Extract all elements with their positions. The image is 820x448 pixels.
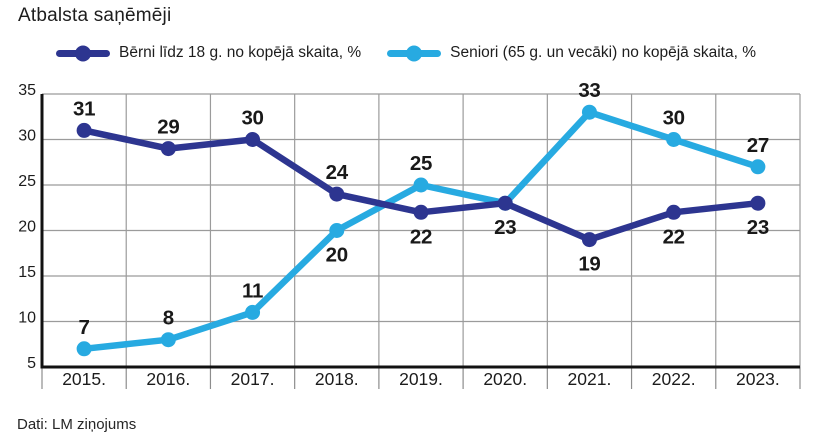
y-axis-label: 30 (18, 128, 36, 145)
value-label: 30 (241, 107, 263, 130)
data-point (413, 177, 429, 193)
data-point (750, 159, 766, 175)
x-axis-label: 2015. (62, 369, 106, 389)
legend-label-seniori: Seniori (65 g. un vecāki) no kopējā skai… (450, 44, 756, 61)
data-point (497, 195, 513, 211)
value-label: 22 (663, 225, 685, 248)
x-axis-label: 2022. (652, 369, 696, 389)
x-axis-label: 2018. (315, 369, 359, 389)
legend: Bērni līdz 18 g. no kopējā skaita, % Sen… (56, 44, 756, 62)
value-label: 23 (747, 216, 769, 239)
y-axis-label: 10 (18, 310, 36, 327)
data-point (750, 195, 766, 211)
data-point (666, 204, 682, 220)
legend-marker-icon (387, 45, 442, 61)
value-label: 7 (79, 316, 90, 339)
value-label: 22 (410, 225, 432, 248)
legend-item-berni: Bērni līdz 18 g. no kopējā skaita, % (56, 44, 361, 62)
data-point (581, 104, 597, 120)
value-label: 29 (157, 116, 179, 139)
data-point (245, 304, 261, 320)
value-label: 24 (326, 161, 349, 184)
x-axis-label: 2016. (146, 369, 190, 389)
data-point (413, 204, 429, 220)
y-axis-label: 15 (18, 264, 36, 281)
legend-label-berni: Bērni līdz 18 g. no kopējā skaita, % (119, 44, 362, 61)
page-title: Atbalsta saņēmēji (18, 5, 172, 26)
value-label: 8 (163, 307, 174, 330)
y-axis-label: 20 (18, 219, 36, 236)
legend-marker-icon (56, 45, 110, 61)
data-point (666, 132, 682, 147)
data-point (160, 332, 176, 348)
value-label: 25 (410, 152, 432, 175)
data-point (76, 122, 92, 138)
y-axis-label: 5 (27, 355, 36, 372)
value-label: 19 (578, 253, 600, 276)
x-axis-label: 2019. (399, 369, 443, 389)
y-axis-label: 35 (18, 82, 36, 99)
data-point (329, 186, 345, 202)
x-axis-label: 2021. (568, 369, 612, 389)
data-point (160, 141, 176, 157)
data-point (76, 341, 92, 357)
value-label: 11 (242, 279, 263, 302)
value-label: 33 (578, 80, 600, 102)
value-label: 23 (494, 216, 516, 239)
value-label: 20 (326, 244, 348, 267)
data-point (581, 232, 597, 248)
legend-item-seniori: Seniori (65 g. un vecāki) no kopējā skai… (387, 44, 756, 62)
data-point (245, 132, 261, 147)
value-label: 30 (663, 107, 685, 130)
value-label: 31 (73, 97, 95, 120)
value-label: 27 (747, 134, 769, 157)
chart-area: 7 8 11 20 25 33 30 27 31 29 30 24 22 23 19 22 23 5 10 15 20 2… (0, 79, 820, 415)
data-point (329, 223, 345, 238)
x-axis-label: 2020. (483, 369, 527, 389)
source-note: Dati: LM ziņojums (17, 416, 137, 433)
x-axis-label: 2017. (231, 369, 275, 389)
x-axis-label: 2023. (736, 369, 780, 389)
y-axis-label: 25 (18, 173, 36, 190)
